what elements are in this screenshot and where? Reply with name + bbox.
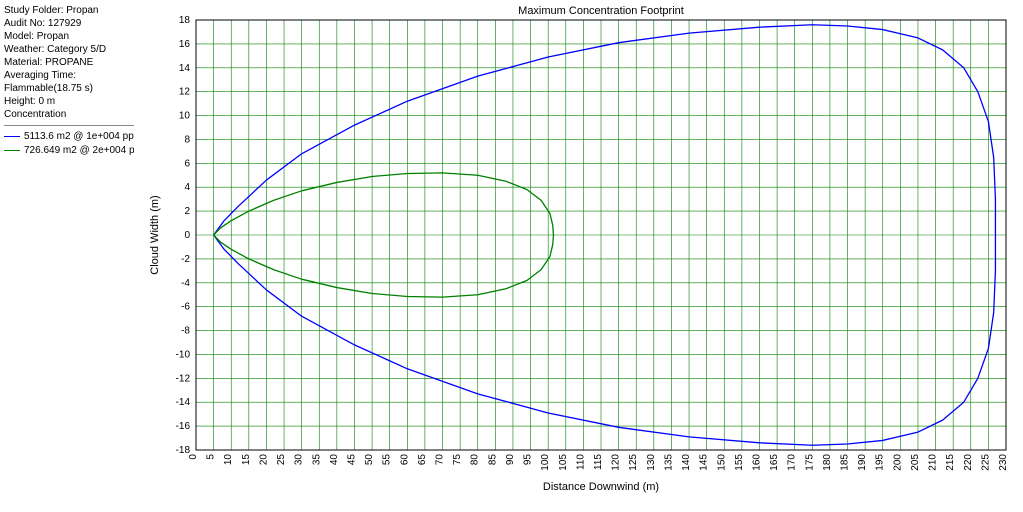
svg-text:190: 190 [857, 454, 868, 471]
svg-text:-8: -8 [181, 326, 190, 337]
svg-text:16: 16 [179, 39, 191, 50]
legend-swatch [4, 150, 20, 151]
svg-text:185: 185 [840, 454, 851, 471]
svg-text:110: 110 [575, 454, 586, 470]
svg-text:-12: -12 [176, 373, 191, 384]
svg-text:12: 12 [179, 87, 191, 98]
meta-line-3: Weather: Category 5/D [4, 43, 134, 56]
svg-text:195: 195 [875, 454, 886, 471]
svg-text:65: 65 [417, 454, 428, 466]
svg-text:200: 200 [892, 454, 903, 471]
legend-item-0: 5113.6 m2 @ 1e+004 ppm [4, 130, 134, 143]
meta-line-7: Height: 0 m [4, 95, 134, 108]
svg-text:135: 135 [663, 454, 674, 471]
svg-text:50: 50 [364, 454, 375, 466]
svg-text:-4: -4 [181, 278, 190, 289]
svg-text:95: 95 [523, 454, 534, 466]
svg-text:75: 75 [452, 454, 463, 466]
svg-text:205: 205 [910, 454, 921, 471]
svg-text:-14: -14 [176, 397, 191, 408]
svg-text:175: 175 [804, 454, 815, 471]
svg-text:35: 35 [311, 454, 322, 466]
svg-text:170: 170 [787, 454, 798, 471]
svg-text:-16: -16 [176, 421, 191, 432]
x-axis-label: Distance Downwind (m) [543, 481, 659, 493]
svg-text:125: 125 [628, 454, 639, 471]
legend-swatch [4, 136, 20, 137]
svg-text:14: 14 [179, 63, 191, 74]
svg-text:120: 120 [611, 454, 622, 471]
svg-text:100: 100 [540, 454, 551, 471]
y-axis-label: Cloud Width (m) [149, 195, 161, 274]
svg-text:-18: -18 [176, 445, 191, 456]
svg-text:25: 25 [276, 454, 287, 466]
svg-text:155: 155 [734, 454, 745, 471]
svg-text:20: 20 [258, 454, 269, 466]
sidebar: Study Folder: PropanAudit No: 127929Mode… [0, 0, 136, 512]
legend-label: 5113.6 m2 @ 1e+004 ppm [24, 130, 134, 143]
svg-text:15: 15 [241, 454, 252, 466]
svg-text:115: 115 [593, 454, 604, 470]
svg-text:60: 60 [399, 454, 410, 466]
svg-text:10: 10 [179, 111, 191, 122]
svg-text:45: 45 [346, 454, 357, 466]
meta-line-4: Material: PROPANE [4, 56, 134, 69]
svg-text:90: 90 [505, 454, 516, 466]
svg-text:30: 30 [294, 454, 305, 466]
svg-text:180: 180 [822, 454, 833, 471]
legend-item-1: 726.649 m2 @ 2e+004 ppm [4, 144, 134, 157]
svg-text:2: 2 [184, 206, 190, 217]
chart-title: Maximum Concentration Footprint [518, 5, 684, 17]
svg-text:145: 145 [699, 454, 710, 471]
meta-line-2: Model: Propan [4, 30, 134, 43]
svg-text:5: 5 [206, 454, 217, 460]
svg-text:160: 160 [751, 454, 762, 471]
svg-text:130: 130 [646, 454, 657, 471]
svg-text:230: 230 [998, 454, 1009, 471]
chart-area: 0 5 10 15 20 25 30 35 40 45 50 55 60 65 70 75 80 85 90 95 10… [136, 0, 1023, 512]
meta-line-1: Audit No: 127929 [4, 17, 134, 30]
svg-text:85: 85 [487, 454, 498, 466]
meta-line-8: Concentration [4, 108, 134, 121]
svg-text:225: 225 [980, 454, 991, 471]
svg-text:6: 6 [184, 158, 190, 169]
meta-line-5: Averaging Time: [4, 69, 134, 82]
svg-text:18: 18 [179, 15, 191, 26]
svg-text:215: 215 [945, 454, 956, 471]
svg-text:70: 70 [435, 454, 446, 466]
meta-line-6: Flammable(18.75 s) [4, 82, 134, 95]
svg-text:-2: -2 [181, 254, 190, 265]
svg-text:-6: -6 [181, 302, 190, 313]
svg-text:150: 150 [716, 454, 727, 471]
svg-text:0: 0 [184, 230, 190, 241]
sidebar-divider [4, 125, 134, 126]
chart-svg: 0 5 10 15 20 25 30 35 40 45 50 55 60 65 70 75 80 85 90 95 10… [136, 0, 1023, 512]
svg-text:220: 220 [963, 454, 974, 471]
svg-text:10: 10 [223, 454, 234, 466]
svg-text:140: 140 [681, 454, 692, 471]
svg-text:165: 165 [769, 454, 780, 471]
svg-text:80: 80 [470, 454, 481, 466]
svg-text:105: 105 [558, 454, 569, 471]
svg-text:40: 40 [329, 454, 340, 466]
svg-text:-10: -10 [176, 349, 191, 360]
svg-text:55: 55 [382, 454, 393, 466]
meta-line-0: Study Folder: Propan [4, 4, 134, 17]
svg-text:8: 8 [184, 134, 190, 145]
svg-text:4: 4 [184, 182, 190, 193]
svg-text:210: 210 [928, 454, 939, 471]
legend-label: 726.649 m2 @ 2e+004 ppm [24, 144, 134, 157]
